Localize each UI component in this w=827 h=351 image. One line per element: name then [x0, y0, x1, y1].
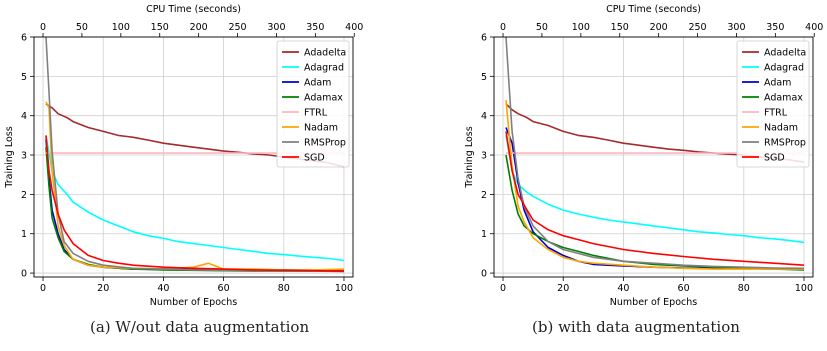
x-tick-label: 20: [97, 283, 109, 294]
y-tick-label: 0: [481, 269, 487, 280]
top-x-tick-label: 150: [611, 22, 629, 33]
y-tick-label: 5: [481, 72, 487, 83]
y-tick-label: 3: [481, 151, 487, 162]
x-axis-label: Number of Epochs: [610, 297, 697, 308]
legend-label-sgd: SGD: [764, 153, 785, 164]
x-axis-label: Number of Epochs: [150, 297, 237, 308]
x-tick-label: 20: [557, 283, 569, 294]
top-x-tick-label: 300: [727, 22, 745, 33]
top-x-tick-label: 100: [112, 22, 130, 33]
legend-box: [736, 40, 810, 168]
top-x-tick-label: 100: [572, 22, 590, 33]
caption-b: (b) with data augmentation: [532, 318, 740, 336]
x-tick-label: 40: [157, 283, 169, 294]
top-x-tick-label: 150: [151, 22, 169, 33]
legend: Adadelta Adagrad Adam Adamax FTRL Nadam RMSPro…: [736, 40, 810, 168]
top-x-tick-label: 350: [306, 22, 324, 33]
series-line-adagrad: [505, 135, 805, 244]
top-x-axis-label: CPU Time (seconds): [606, 4, 701, 15]
y-tick-label: 3: [21, 151, 27, 162]
top-x-tick-label: 50: [536, 22, 548, 33]
y-tick-label: 1: [21, 229, 27, 240]
top-x-tick-label: 200: [190, 22, 208, 33]
series-line-sgd: [45, 135, 345, 272]
x-tick-label: 40: [617, 283, 629, 294]
caption-a: (a) W/out data augmentation: [90, 318, 310, 336]
x-tick-label: 100: [335, 283, 353, 294]
x-tick-label: 80: [738, 283, 750, 294]
y-tick-label: 2: [21, 190, 27, 201]
top-x-tick-label: 400: [345, 22, 363, 33]
y-axis-label: Training Loss: [464, 126, 475, 188]
legend-label-ftrl: FTRL: [764, 108, 788, 119]
legend-label-sgd: SGD: [304, 153, 325, 164]
legend-label-adamax: Adamax: [764, 93, 803, 104]
y-tick-label: 6: [481, 33, 487, 44]
top-x-tick-label: 0: [500, 22, 506, 33]
top-x-tick-label: 300: [267, 22, 285, 33]
y-tick-label: 4: [481, 111, 487, 122]
series-line-nadam: [505, 99, 804, 270]
legend: Adadelta Adagrad Adam Adamax FTRL Nadam RMSPro…: [276, 40, 350, 168]
y-tick-label: 2: [481, 190, 487, 201]
y-tick-label: 4: [21, 111, 27, 122]
legend-label-rmsprop: RMSProp: [304, 138, 346, 149]
x-tick-label: 100: [795, 283, 813, 294]
legend-label-adamax: Adamax: [304, 93, 343, 104]
x-tick-label: 0: [500, 283, 506, 294]
top-x-tick-label: 250: [228, 22, 246, 33]
x-tick-label: 80: [278, 283, 290, 294]
plot-frame: [493, 36, 814, 278]
x-tick-label: 0: [40, 283, 46, 294]
series-line-sgd: [505, 131, 805, 266]
x-tick-label: 60: [218, 283, 230, 294]
y-axis-label: Training Loss: [4, 126, 15, 188]
y-tick-label: 5: [21, 72, 27, 83]
y-tick-label: 1: [481, 229, 487, 240]
top-x-axis-label: CPU Time (seconds): [146, 4, 241, 15]
legend-label-adadelta: Adadelta: [304, 48, 346, 59]
legend-label-adam: Adam: [764, 78, 791, 89]
top-x-tick-label: 200: [650, 22, 668, 33]
legend-label-adagrad: Adagrad: [304, 63, 344, 74]
top-x-tick-label: 250: [688, 22, 706, 33]
legend-label-adadelta: Adadelta: [764, 48, 806, 59]
series-line-rmsprop: [505, 37, 805, 270]
legend-label-adam: Adam: [304, 78, 331, 89]
top-x-tick-label: 350: [766, 22, 784, 33]
legend-label-nadam: Nadam: [764, 123, 798, 134]
y-tick-label: 6: [21, 33, 27, 44]
legend-label-nadam: Nadam: [304, 123, 338, 134]
legend-label-ftrl: FTRL: [304, 108, 328, 119]
legend-box: [276, 40, 350, 168]
series-line-adamax: [505, 154, 805, 271]
top-x-tick-label: 0: [40, 22, 46, 33]
y-tick-label: 0: [21, 269, 27, 280]
plot-frame: [33, 36, 354, 278]
legend-label-adagrad: Adagrad: [764, 63, 804, 74]
legend-label-rmsprop: RMSProp: [764, 138, 806, 149]
x-tick-label: 60: [678, 283, 690, 294]
top-x-tick-label: 50: [76, 22, 88, 33]
series-line-adagrad: [45, 135, 345, 262]
top-x-tick-label: 400: [805, 22, 823, 33]
